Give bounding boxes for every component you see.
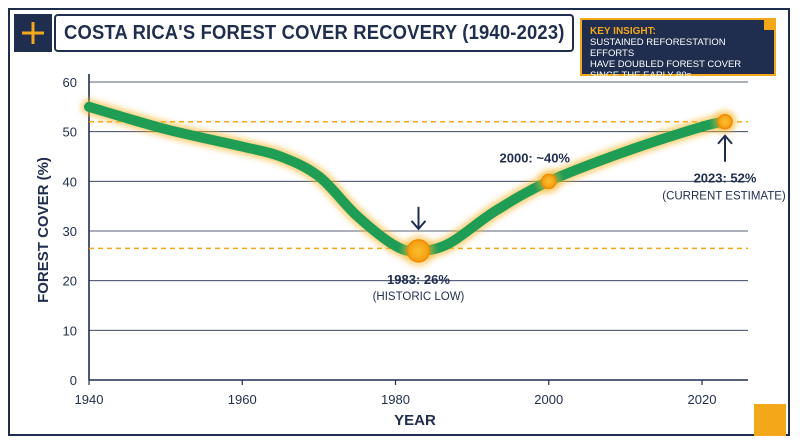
series-line-glow [81,98,734,260]
insight-line: SINCE THE EARLY 80s. [590,70,695,81]
insight-line: HAVE DOUBLED FOREST COVER [590,59,742,70]
insight-line: SUSTAINED REFORESTATION EFFORTS [590,37,726,59]
y-tick-label: 10 [63,323,77,338]
plus-icon [14,14,52,52]
y-axis-label: FOREST COVER (%) [35,157,52,303]
insight-heading: KEY INSIGHT: [590,26,656,37]
annotation-label: 2023: 52% [694,171,757,186]
y-tick-label: 30 [63,224,77,239]
data-marker [541,173,557,190]
y-tick-label: 60 [63,75,77,90]
data-marker [406,239,431,263]
annotation-label: 1983: 26% [387,272,450,287]
y-tick-label: 40 [63,174,77,189]
x-tick-label: 2000 [534,392,563,407]
annotation-sublabel: (HISTORIC LOW) [373,291,465,303]
chart-title: COSTA RICA'S FOREST COVER RECOVERY (1940… [64,21,565,44]
annotation-sublabel: (CURRENT ESTIMATE) [662,191,786,203]
x-axis-label: YEAR [394,412,436,429]
annotation-label: 2000: ~40% [500,150,571,165]
insight-corner-accent [764,20,774,30]
x-tick-label: 1940 [75,392,104,407]
title-box: COSTA RICA'S FOREST COVER RECOVERY (1940… [54,14,574,52]
x-tick-label: 2020 [688,392,717,407]
key-insight-box: KEY INSIGHT: SUSTAINED REFORESTATION EFF… [580,18,776,81]
x-tick-label: 1960 [228,392,257,407]
y-tick-label: 50 [63,125,77,140]
chart-frame [8,8,790,436]
y-tick-label: 0 [70,373,77,388]
x-tick-label: 1980 [381,392,410,407]
arrow-up-icon [717,134,733,162]
y-tick-label: 20 [63,274,77,289]
data-marker [717,113,733,130]
corner-accent-square [754,404,786,436]
arrow-down-icon [410,206,427,231]
